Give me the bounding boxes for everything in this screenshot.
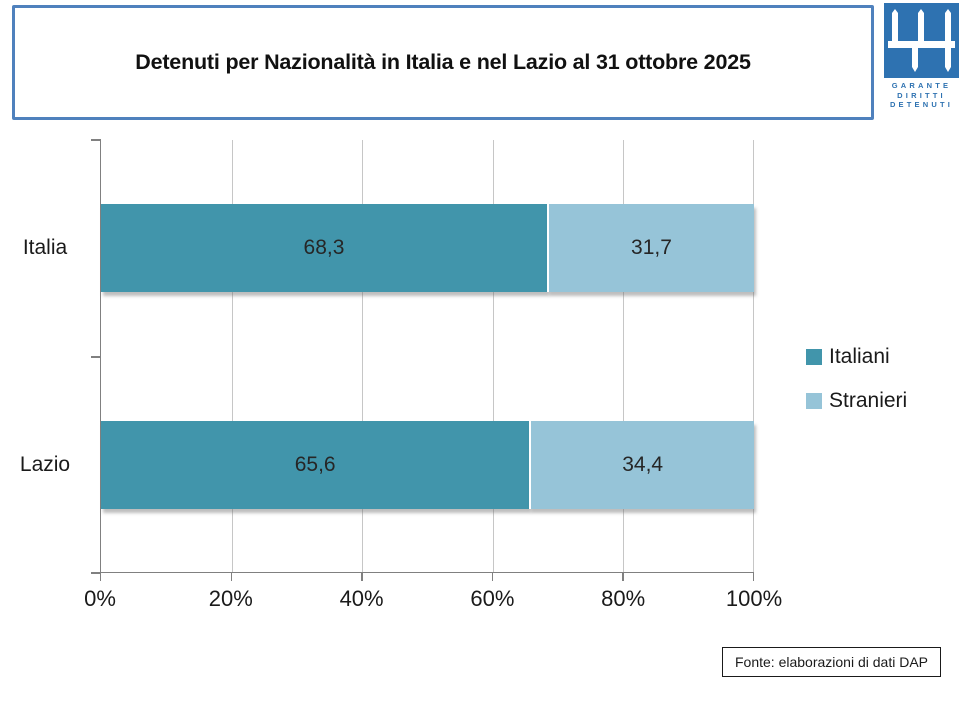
source-note: Fonte: elaborazioni di dati DAP [735,654,928,670]
bar-row-italia: 68,3 31,7 [101,204,754,292]
source-note-box: Fonte: elaborazioni di dati DAP [722,647,941,677]
bar-segment-italiani-lazio: 65,6 [101,421,530,509]
garante-logo: GARANTE DIRITTI DETENUTI [884,3,959,110]
y-axis-tick [91,572,101,574]
bar-value-label: 68,3 [303,236,345,259]
x-tick-label: 40% [339,586,384,611]
x-axis-tick [99,572,101,581]
garante-logo-glyph [884,3,959,78]
x-tick-label: 60% [470,586,515,611]
gridline-100 [753,140,754,572]
logo-caption-line: GARANTE [891,81,952,90]
legend-swatch-stranieri [806,393,822,409]
logo-caption-line: DIRITTI [897,90,946,100]
legend-label: Stranieri [829,389,908,412]
chart-title: Detenuti per Nazionalità in Italia e nel… [135,50,751,74]
x-tick-label: 80% [601,586,646,611]
bar-row-lazio: 65,6 34,4 [101,421,754,509]
bar-value-label: 65,6 [294,453,336,476]
y-axis-tick [91,139,101,141]
x-tick-label: 100% [725,586,783,611]
x-axis-tick [491,572,494,581]
bar-value-label: 34,4 [622,453,664,476]
category-label-italia: Italia [22,236,68,259]
legend-label: Italiani [829,345,890,368]
gridline-20 [231,140,233,572]
chart-legend: Italiani Stranieri [806,345,907,433]
x-axis-labels: 0% 20% 40% 60% 80% 100% [84,586,782,616]
legend-entry-italiani: Italiani [806,345,907,369]
garante-logo-icon [884,3,959,78]
category-label-lazio: Lazio [19,453,71,476]
logo-caption-line: DETENUTI [889,100,954,109]
x-axis-tick [361,572,363,581]
x-axis-tick [752,572,754,581]
x-axis-tick [622,572,624,581]
bar-segment-stranieri-lazio: 34,4 [529,421,754,509]
x-tick-label: 20% [208,586,253,611]
legend-entry-stranieri: Stranieri [806,389,907,413]
x-tick-label: 0% [84,586,116,611]
gridline-80 [623,140,625,572]
bar-segment-stranieri-italia: 31,7 [546,204,754,292]
x-axis-tick [230,572,233,581]
gridline-40 [362,140,364,572]
gridline-60 [492,140,494,572]
garante-logo-caption: GARANTE DIRITTI DETENUTI [884,81,959,110]
legend-swatch-italiani [806,349,822,365]
y-axis-tick [91,356,101,358]
bar-value-label: 31,7 [631,236,672,259]
chart-title-box: Detenuti per Nazionalità in Italia e nel… [12,5,874,120]
plot-area: 68,3 31,7 65,6 34,4 [91,139,754,581]
bar-segment-italiani-italia: 68,3 [101,204,547,292]
